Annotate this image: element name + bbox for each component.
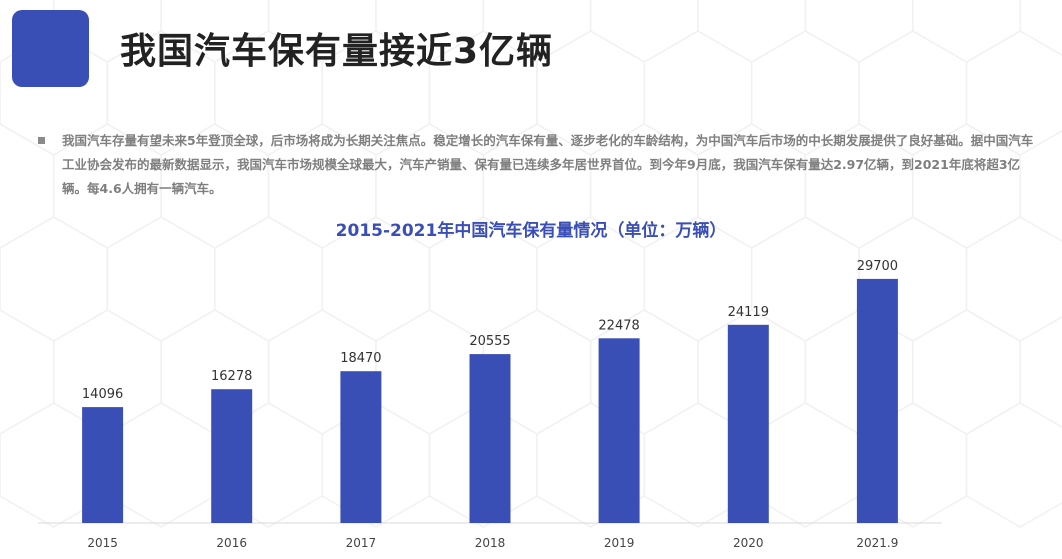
x-tick-label-2016: 2016 <box>216 536 247 550</box>
bar-2015 <box>82 407 124 523</box>
bar-2018 <box>469 354 511 523</box>
bar-2016 <box>211 389 253 523</box>
page-title: 我国汽车保有量接近3亿辆 <box>120 31 554 72</box>
bar-2019 <box>598 338 640 523</box>
x-tick-label-2017: 2017 <box>346 536 377 550</box>
x-tick-label-2019: 2019 <box>604 536 635 550</box>
x-tick-label-2021.9: 2021.9 <box>856 536 898 550</box>
data-label-2016: 16278 <box>211 369 252 384</box>
data-label-2017: 18470 <box>340 351 381 366</box>
data-label-2021.9: 29700 <box>857 259 898 274</box>
data-label-2015: 14096 <box>82 387 123 402</box>
bar-2020 <box>727 324 769 523</box>
data-label-2019: 22478 <box>598 318 639 333</box>
bullet-square <box>38 137 45 144</box>
data-label-2020: 24119 <box>728 305 769 320</box>
chart-title: 2015-2021年中国汽车保有量情况（单位：万辆） <box>335 221 727 241</box>
bar-2021.9 <box>856 278 898 523</box>
background-hexagon <box>965 402 1062 528</box>
title-accent-square <box>12 10 89 87</box>
bar-2017 <box>340 371 382 523</box>
x-tick-label-2015: 2015 <box>87 536 118 550</box>
data-label-2018: 20555 <box>469 334 510 349</box>
x-tick-label-2020: 2020 <box>733 536 764 550</box>
intro-paragraph: 我国汽车存量有望未来5年登顶全球，后市场将成为长期关注焦点。稳定增长的汽车保有量… <box>62 133 1034 196</box>
x-tick-label-2018: 2018 <box>475 536 506 550</box>
